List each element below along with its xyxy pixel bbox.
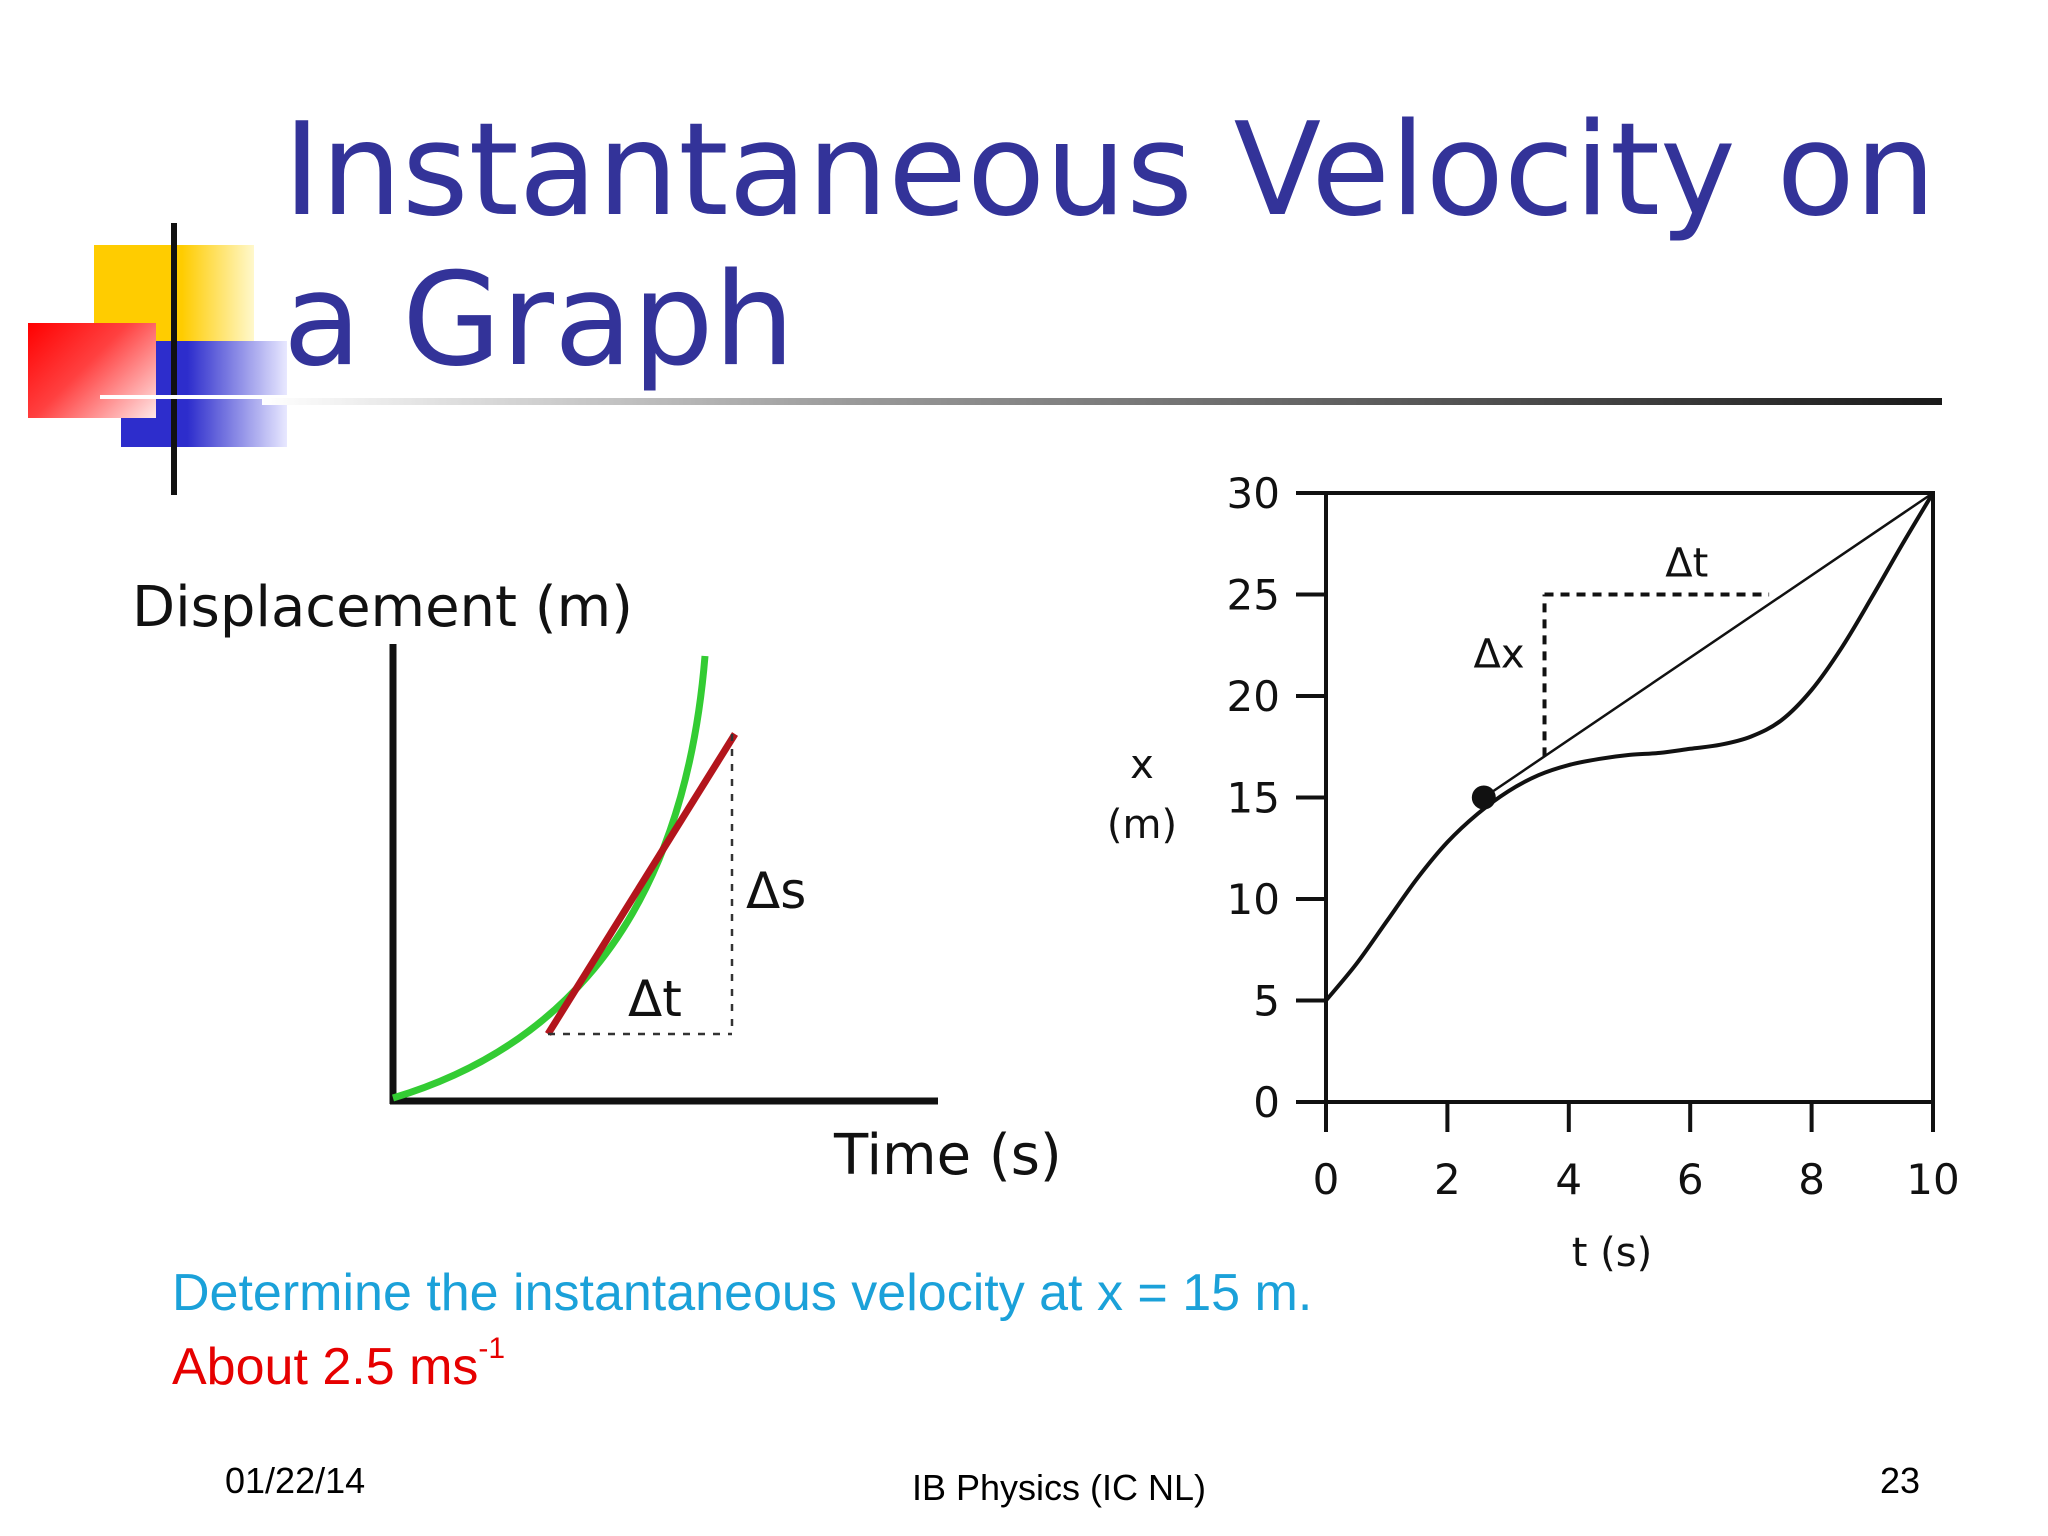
right-position-time-chart: 0 5 10 15 20 25 30 0 2 4 6 8 10 t (s) x (m) Δt Δx [1107, 469, 1960, 1276]
decor-horizontal-line [100, 395, 290, 399]
secant-line [1483, 491, 1934, 799]
y-tick-label: 15 [1227, 774, 1280, 823]
y-axis-label-bottom: (m) [1107, 802, 1177, 848]
x-tick-label: 8 [1798, 1155, 1825, 1204]
delta-t-label: Δt [1665, 541, 1708, 587]
position-curve [1324, 491, 1935, 1002]
x-tick-label: 0 [1313, 1155, 1340, 1204]
y-axis-label-top: x [1130, 742, 1154, 788]
y-tick-label: 20 [1227, 672, 1280, 721]
x-tick-label: 4 [1555, 1155, 1582, 1204]
y-tick-label: 5 [1253, 977, 1280, 1026]
question-text: Determine the instantaneous velocity at … [172, 1264, 1313, 1322]
title-underline [262, 398, 1942, 405]
x-tick-label: 6 [1677, 1155, 1704, 1204]
answer-text: About 2.5 ms-1 [172, 1332, 505, 1397]
left-ylabel: Displacement (m) [132, 575, 633, 640]
instant-point-marker [1471, 785, 1496, 810]
decor-vertical-line [171, 223, 177, 495]
y-tick-label: 0 [1253, 1078, 1280, 1127]
y-tick-label: 25 [1227, 571, 1280, 620]
x-tick-label: 10 [1906, 1155, 1959, 1204]
left-delta-t-label: Δt [628, 970, 682, 1028]
footer-course: IB Physics (IC NL) [912, 1467, 1207, 1508]
delta-x-label: Δx [1473, 631, 1524, 677]
slide-number: 23 [1880, 1460, 1921, 1501]
left-tangent-line [545, 732, 738, 1036]
x-axis-label: t (s) [1572, 1230, 1652, 1276]
slide-title: Instantaneous Velocity on a Graph [283, 96, 1936, 395]
x-tick-label: 2 [1434, 1155, 1461, 1204]
decor-red-square [28, 323, 156, 418]
y-tick-label: 30 [1227, 469, 1280, 518]
answer-value: About 2.5 ms [172, 1338, 479, 1396]
y-tick-label: 10 [1227, 875, 1280, 924]
answer-unit-exponent: -1 [478, 1332, 506, 1365]
footer-date: 01/22/14 [225, 1460, 366, 1501]
plot-frame [1324, 491, 1935, 1104]
left-delta-s-label: Δs [746, 862, 806, 920]
left-displacement-graph: Displacement (m) Δs Δt Time (s) [132, 575, 1062, 1188]
left-xlabel: Time (s) [833, 1123, 1062, 1188]
